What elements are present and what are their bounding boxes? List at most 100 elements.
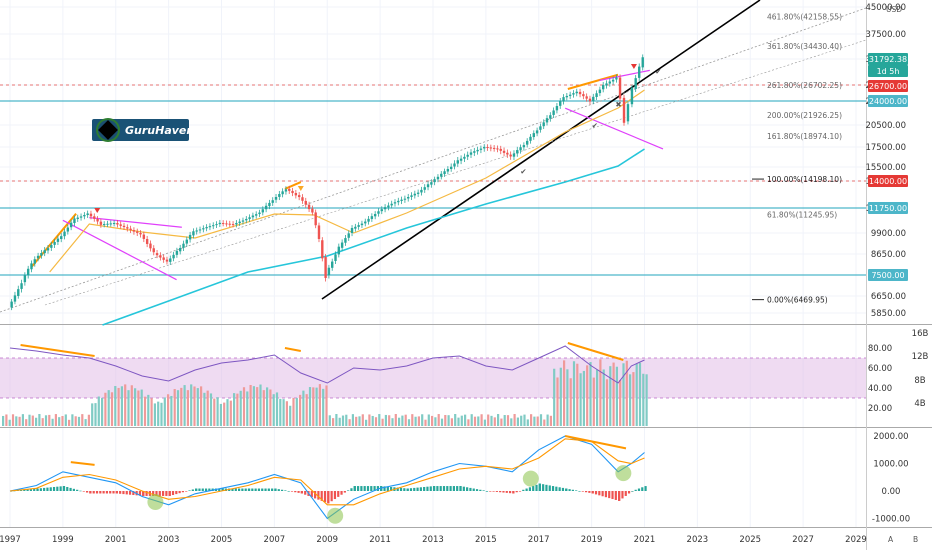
auto-scale-button[interactable]: A <box>888 535 894 544</box>
candle-body[interactable] <box>377 211 380 214</box>
candle-body[interactable] <box>364 221 367 224</box>
candle-body[interactable] <box>400 199 403 201</box>
candle-body[interactable] <box>66 227 70 232</box>
candle-body[interactable] <box>155 253 159 256</box>
candle-body[interactable] <box>463 156 466 159</box>
candle-body[interactable] <box>446 169 450 172</box>
candle-body[interactable] <box>578 91 582 95</box>
candle-body[interactable] <box>585 96 588 99</box>
candle-body[interactable] <box>122 225 126 228</box>
candle-body[interactable] <box>390 203 393 206</box>
candle-body[interactable] <box>215 224 218 226</box>
candle-body[interactable] <box>542 122 545 127</box>
candle-body[interactable] <box>73 218 76 224</box>
candle-body[interactable] <box>102 224 106 226</box>
candle-body[interactable] <box>79 216 83 218</box>
candle-body[interactable] <box>56 238 60 242</box>
candle-body[interactable] <box>552 110 555 115</box>
candle-body[interactable] <box>393 202 397 204</box>
candle-body[interactable] <box>112 223 116 225</box>
candle-body[interactable] <box>86 213 89 215</box>
candle-body[interactable] <box>618 77 622 99</box>
candle-body[interactable] <box>23 275 27 283</box>
candle-body[interactable] <box>331 261 334 268</box>
candle-body[interactable] <box>496 148 499 150</box>
candle-body[interactable] <box>26 268 30 275</box>
candle-body[interactable] <box>116 223 119 225</box>
candle-body[interactable] <box>615 77 618 80</box>
candle-body[interactable] <box>119 224 122 226</box>
candle-body[interactable] <box>20 283 23 289</box>
candle-body[interactable] <box>423 187 426 190</box>
candle-body[interactable] <box>410 195 413 197</box>
candle-body[interactable] <box>198 229 202 231</box>
candle-body[interactable] <box>430 182 433 185</box>
candle-body[interactable] <box>608 81 612 84</box>
candle-body[interactable] <box>641 57 644 68</box>
candle-body[interactable] <box>360 223 364 226</box>
candle-body[interactable] <box>532 133 535 138</box>
candle-body[interactable] <box>529 136 532 141</box>
candle-body[interactable] <box>440 173 443 177</box>
candle-body[interactable] <box>60 236 63 240</box>
candle-body[interactable] <box>304 200 307 205</box>
candle-body[interactable] <box>281 191 284 195</box>
candle-body[interactable] <box>165 259 169 262</box>
candle-body[interactable] <box>373 214 377 217</box>
candle-body[interactable] <box>539 126 542 130</box>
candle-body[interactable] <box>96 218 99 222</box>
candle-body[interactable] <box>10 301 13 308</box>
candle-body[interactable] <box>588 98 592 102</box>
candle-body[interactable] <box>473 151 476 153</box>
candle-body[interactable] <box>76 217 79 219</box>
candle-body[interactable] <box>205 227 208 229</box>
candle-body[interactable] <box>456 160 459 164</box>
candle-body[interactable] <box>235 222 238 225</box>
candle-body[interactable] <box>598 89 602 94</box>
candle-body[interactable] <box>228 223 231 225</box>
candle-body[interactable] <box>271 200 274 203</box>
candle-body[interactable] <box>483 146 486 149</box>
candle-body[interactable] <box>307 204 311 210</box>
candle-body[interactable] <box>291 190 294 194</box>
candle-body[interactable] <box>46 248 50 251</box>
candle-body[interactable] <box>169 258 172 262</box>
candle-body[interactable] <box>486 147 489 148</box>
candle-body[interactable] <box>506 152 509 155</box>
candle-body[interactable] <box>492 147 496 149</box>
candle-body[interactable] <box>172 254 175 259</box>
candle-body[interactable] <box>630 87 634 105</box>
candle-body[interactable] <box>142 234 146 239</box>
candle-body[interactable] <box>545 118 549 123</box>
price-pane[interactable]: 461.80%(42158.55) 361.80%(34430.40) 261.80… <box>0 0 867 326</box>
candle-body[interactable] <box>407 196 410 199</box>
candle-body[interactable] <box>403 198 407 200</box>
candle-body[interactable] <box>162 257 165 260</box>
candle-body[interactable] <box>622 97 626 123</box>
candle-body[interactable] <box>278 194 281 197</box>
candle-body[interactable] <box>83 214 86 217</box>
candle-body[interactable] <box>149 243 152 249</box>
macd-pane[interactable] <box>9 435 647 524</box>
candle-body[interactable] <box>370 216 374 219</box>
candle-body[interactable] <box>284 189 288 192</box>
candle-body[interactable] <box>592 96 595 101</box>
candle-body[interactable] <box>549 115 552 119</box>
candle-body[interactable] <box>175 250 179 255</box>
candle-body[interactable] <box>595 93 598 97</box>
rsi-pane[interactable] <box>0 342 866 426</box>
candle-body[interactable] <box>195 230 198 232</box>
candle-body[interactable] <box>354 226 357 229</box>
candle-body[interactable] <box>106 223 109 225</box>
candle-body[interactable] <box>555 106 559 111</box>
candle-body[interactable] <box>522 145 526 148</box>
candle-body[interactable] <box>324 257 327 278</box>
candle-body[interactable] <box>182 243 185 248</box>
base-button[interactable]: B <box>913 535 918 544</box>
candle-body[interactable] <box>36 255 40 259</box>
candle-body[interactable] <box>241 220 245 222</box>
candle-body[interactable] <box>33 259 36 264</box>
candle-body[interactable] <box>17 289 20 296</box>
candle-body[interactable] <box>387 205 390 208</box>
candle-body[interactable] <box>634 78 637 89</box>
